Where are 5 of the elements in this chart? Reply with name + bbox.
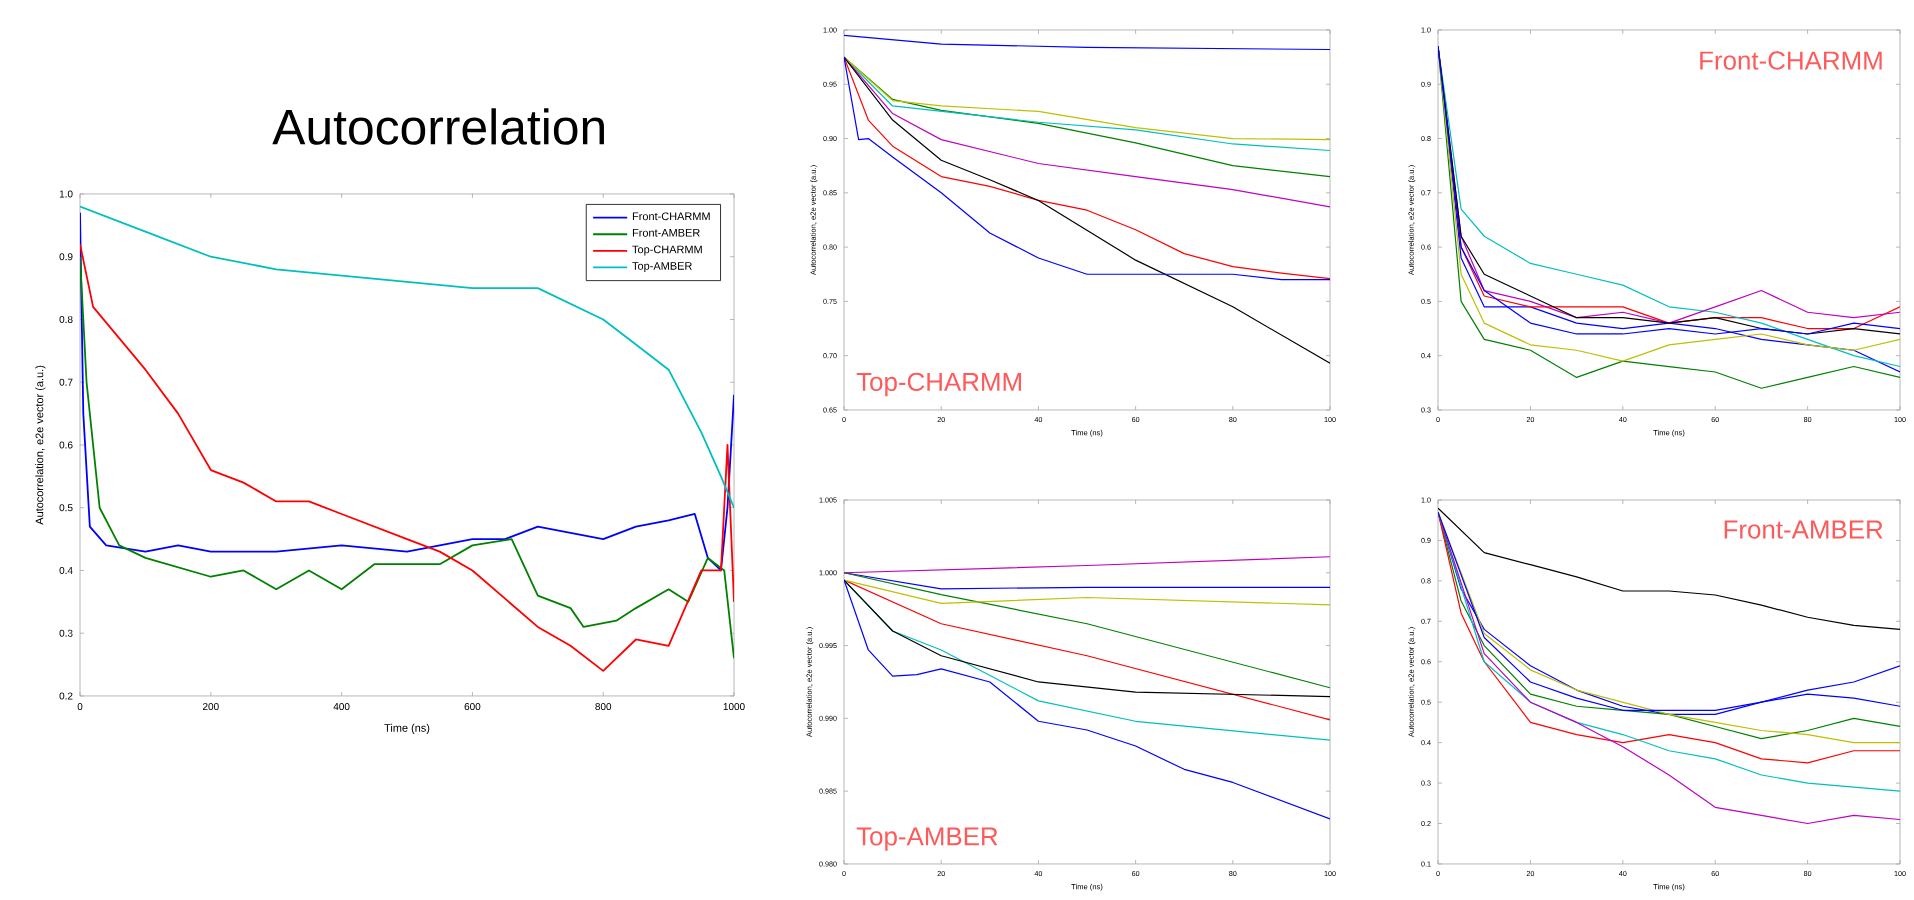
annotation: Top-AMBER: [856, 827, 998, 851]
annotation: Front-AMBER: [1724, 520, 1883, 539]
chart-title: Autocorrelation: [272, 108, 604, 145]
annotation: Top-CHARMM: [856, 372, 1021, 397]
annotation: Front-CHARMM: [1700, 51, 1882, 70]
